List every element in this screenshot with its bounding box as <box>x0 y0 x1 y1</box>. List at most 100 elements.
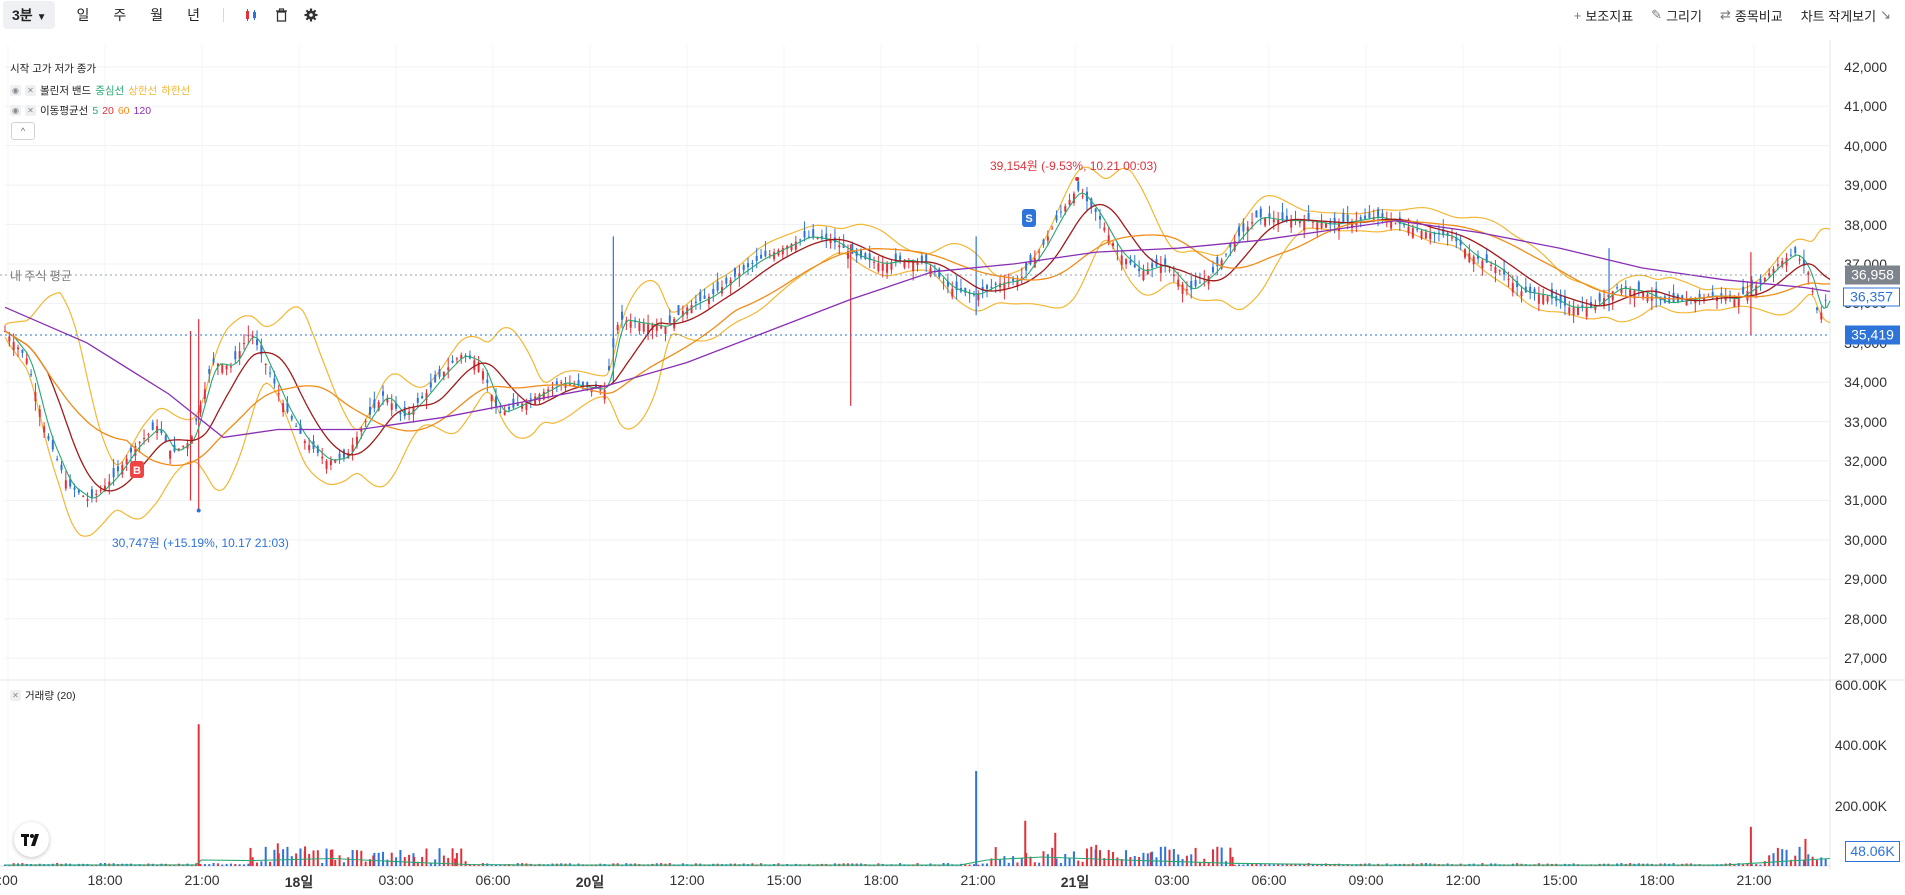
close-icon[interactable]: ✕ <box>25 105 36 116</box>
time-axis-label: 12:00 <box>1445 872 1481 888</box>
volume-bar <box>1233 864 1236 866</box>
candle-body <box>1277 220 1280 225</box>
toolbar-divider <box>223 8 225 22</box>
indicator-button[interactable]: + 보조지표 <box>1574 6 1633 25</box>
candle-body <box>1151 263 1154 268</box>
volume-bar <box>1820 857 1823 866</box>
volume-bar <box>203 864 206 866</box>
candle-body <box>607 366 610 371</box>
chart-grid <box>0 40 1905 870</box>
candle-body <box>295 426 298 428</box>
candle-body <box>342 449 345 458</box>
candle-body <box>1025 262 1028 271</box>
timeframe-week[interactable]: 주 <box>113 7 127 23</box>
volume-bar <box>1151 851 1154 866</box>
candle-body <box>399 412 402 415</box>
volume-bar <box>212 862 215 866</box>
candle-body <box>360 428 363 432</box>
candle-body <box>1685 300 1688 306</box>
candle-style-icon[interactable] <box>240 4 262 26</box>
trash-icon[interactable] <box>270 4 292 26</box>
candle-body <box>1807 272 1810 275</box>
gear-icon[interactable] <box>300 4 322 26</box>
candle-body <box>125 458 128 465</box>
candle-body <box>34 392 37 402</box>
candle-body <box>1581 305 1584 308</box>
candle-body <box>208 368 211 374</box>
tradingview-logo-icon[interactable] <box>14 822 49 857</box>
volume-bar <box>1242 864 1245 866</box>
shrink-chart-button[interactable]: 차트 작게보기 ↘ <box>1801 6 1891 25</box>
candle-body <box>725 277 728 284</box>
timeframe-dropdown[interactable]: 3분 ▼ <box>3 1 56 29</box>
candle-body <box>1198 282 1201 284</box>
candle-body <box>1103 227 1106 231</box>
candle-body <box>273 378 276 384</box>
candle-body <box>1468 253 1471 262</box>
candles <box>4 177 1827 511</box>
volume-bar <box>225 863 228 866</box>
volume-bar <box>273 849 276 866</box>
candle-body <box>647 324 650 335</box>
candle-body <box>1368 212 1371 219</box>
timeframe-month[interactable]: 월 <box>150 7 164 23</box>
volume-bar <box>1231 856 1234 866</box>
volume-bar <box>1481 863 1484 866</box>
candle-body <box>1598 293 1601 302</box>
candle-body <box>1251 222 1254 224</box>
volume-bar <box>1077 860 1080 866</box>
candle-body <box>1403 223 1406 226</box>
candle-body <box>690 305 693 314</box>
candle-body <box>1272 219 1275 223</box>
volume-bar <box>1329 864 1332 866</box>
candle-body <box>642 323 645 332</box>
volume-bar <box>1164 846 1167 866</box>
candle-body <box>747 263 750 268</box>
candle-body <box>1655 288 1658 299</box>
candle-body <box>1342 213 1345 223</box>
volume-bar <box>1033 862 1036 866</box>
candle-body <box>256 339 259 346</box>
volume-bar <box>229 863 232 866</box>
candle-body <box>60 464 63 471</box>
volume-bar <box>331 849 334 866</box>
candle-body <box>1459 240 1462 246</box>
timeframe-year[interactable]: 년 <box>187 7 201 23</box>
candle-body <box>1290 220 1293 228</box>
candle-body <box>499 411 502 414</box>
volume-bar <box>1085 848 1088 866</box>
volume-bar <box>1112 852 1115 866</box>
eye-icon[interactable]: ◉ <box>10 105 21 116</box>
candle-body <box>734 267 736 277</box>
candle-body <box>17 347 20 350</box>
collapse-legend-button[interactable]: ^ <box>11 122 35 140</box>
volume-bar <box>1042 851 1045 866</box>
compare-button[interactable]: ⇄ 종목비교 <box>1720 6 1783 25</box>
volume-bar <box>972 864 975 866</box>
candle-body <box>1798 259 1801 261</box>
volume-bar <box>964 864 967 866</box>
candle-body <box>325 460 328 469</box>
close-icon[interactable]: ✕ <box>10 690 21 701</box>
volume-bar <box>264 846 267 866</box>
time-axis-label: 21일 <box>1060 874 1090 890</box>
candle-body <box>73 487 76 490</box>
volume-bar <box>968 864 971 866</box>
timeframe-day[interactable]: 일 <box>76 7 90 23</box>
candle-body <box>177 448 180 450</box>
volume-bar <box>425 848 428 866</box>
candle-body <box>1238 226 1241 237</box>
candle-body <box>382 391 385 396</box>
candle-body <box>1177 279 1180 287</box>
eye-icon[interactable]: ◉ <box>10 85 21 96</box>
candle-body <box>1377 208 1380 217</box>
candle-body <box>121 464 124 475</box>
candle-body <box>351 444 354 453</box>
draw-label: 그리기 <box>1666 8 1702 24</box>
close-icon[interactable]: ✕ <box>25 85 36 96</box>
draw-button[interactable]: ✎ 그리기 <box>1651 6 1702 25</box>
my-average-price-tag: 36,958 <box>1845 265 1900 285</box>
candle-body <box>1520 291 1523 297</box>
candle-body <box>447 367 450 371</box>
